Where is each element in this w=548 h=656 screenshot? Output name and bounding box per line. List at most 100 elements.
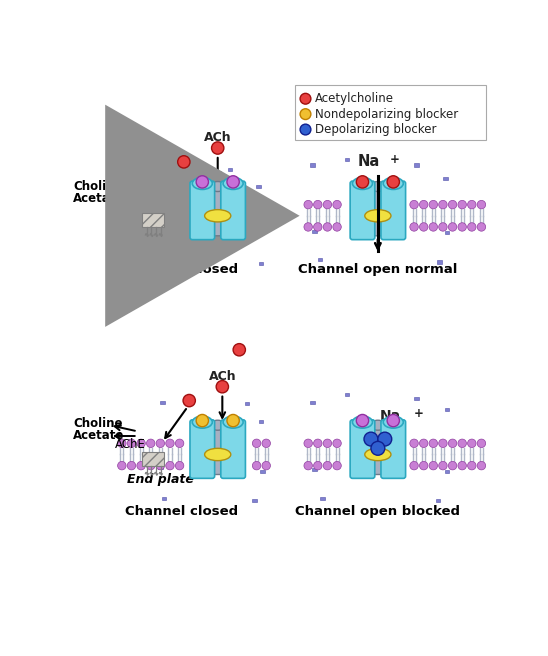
Circle shape: [387, 176, 399, 188]
Ellipse shape: [204, 448, 231, 461]
Circle shape: [419, 461, 428, 470]
Circle shape: [439, 200, 447, 209]
Circle shape: [227, 176, 239, 188]
Bar: [312, 230, 317, 233]
Ellipse shape: [370, 182, 386, 192]
Bar: [312, 468, 317, 472]
Text: Acetate: Acetate: [73, 192, 124, 205]
Circle shape: [356, 415, 369, 427]
Circle shape: [467, 200, 476, 209]
Text: Choline: Choline: [73, 180, 122, 193]
Circle shape: [419, 439, 428, 447]
Text: AChE: AChE: [115, 201, 145, 214]
FancyBboxPatch shape: [208, 185, 227, 236]
Circle shape: [175, 439, 184, 447]
Bar: [352, 422, 373, 449]
Circle shape: [212, 142, 224, 154]
Bar: [295, 85, 486, 140]
Bar: [160, 258, 164, 261]
FancyBboxPatch shape: [190, 181, 215, 239]
Circle shape: [146, 222, 155, 231]
Circle shape: [410, 200, 418, 209]
Circle shape: [467, 461, 476, 470]
Circle shape: [262, 461, 271, 470]
Circle shape: [137, 222, 145, 231]
FancyBboxPatch shape: [190, 420, 215, 478]
Bar: [158, 228, 163, 230]
Circle shape: [146, 439, 155, 447]
Circle shape: [467, 439, 476, 447]
Circle shape: [410, 461, 418, 470]
Circle shape: [137, 439, 145, 447]
Circle shape: [323, 200, 332, 209]
Circle shape: [175, 200, 184, 209]
Ellipse shape: [365, 210, 391, 222]
Circle shape: [127, 222, 136, 231]
Circle shape: [313, 222, 322, 231]
FancyBboxPatch shape: [369, 185, 387, 236]
Circle shape: [300, 109, 311, 119]
Circle shape: [175, 222, 184, 231]
Circle shape: [137, 200, 145, 209]
Circle shape: [137, 461, 145, 470]
Bar: [160, 163, 164, 167]
Text: Na: Na: [357, 154, 379, 169]
Text: Acetate: Acetate: [73, 429, 124, 441]
Circle shape: [196, 176, 208, 188]
Circle shape: [333, 200, 341, 209]
Circle shape: [304, 439, 312, 447]
Ellipse shape: [210, 420, 225, 430]
Bar: [142, 213, 164, 228]
Bar: [345, 393, 350, 396]
Bar: [383, 422, 403, 449]
Bar: [437, 260, 442, 264]
Text: Channel closed: Channel closed: [125, 263, 238, 276]
Circle shape: [448, 461, 457, 470]
Circle shape: [118, 200, 126, 209]
FancyBboxPatch shape: [350, 420, 375, 478]
Circle shape: [448, 200, 457, 209]
Bar: [318, 258, 322, 261]
Circle shape: [429, 200, 437, 209]
Circle shape: [458, 200, 466, 209]
Ellipse shape: [352, 416, 373, 428]
Ellipse shape: [383, 416, 403, 428]
Circle shape: [300, 93, 311, 104]
Circle shape: [300, 124, 311, 135]
Ellipse shape: [210, 182, 225, 192]
Circle shape: [304, 461, 312, 470]
Circle shape: [429, 439, 437, 447]
Bar: [244, 402, 249, 405]
Circle shape: [477, 200, 486, 209]
Text: Channel open normal: Channel open normal: [298, 263, 458, 276]
Ellipse shape: [204, 210, 231, 222]
Circle shape: [165, 222, 174, 231]
Bar: [414, 163, 419, 167]
Circle shape: [477, 439, 486, 447]
Circle shape: [146, 461, 155, 470]
Circle shape: [127, 439, 136, 447]
Circle shape: [439, 461, 447, 470]
Circle shape: [333, 439, 341, 447]
Bar: [445, 470, 449, 473]
Circle shape: [183, 394, 196, 407]
Bar: [160, 401, 164, 403]
Ellipse shape: [192, 177, 212, 190]
Circle shape: [233, 344, 246, 356]
Bar: [445, 231, 449, 234]
Circle shape: [458, 439, 466, 447]
Circle shape: [323, 461, 332, 470]
Circle shape: [313, 461, 322, 470]
Bar: [445, 408, 449, 411]
Text: ACh: ACh: [209, 370, 236, 383]
Bar: [192, 422, 212, 449]
Bar: [383, 184, 403, 211]
Circle shape: [165, 200, 174, 209]
Circle shape: [156, 439, 164, 447]
Circle shape: [333, 461, 341, 470]
Ellipse shape: [370, 420, 386, 430]
Circle shape: [448, 439, 457, 447]
Circle shape: [477, 461, 486, 470]
Bar: [443, 177, 448, 180]
Ellipse shape: [352, 177, 373, 190]
